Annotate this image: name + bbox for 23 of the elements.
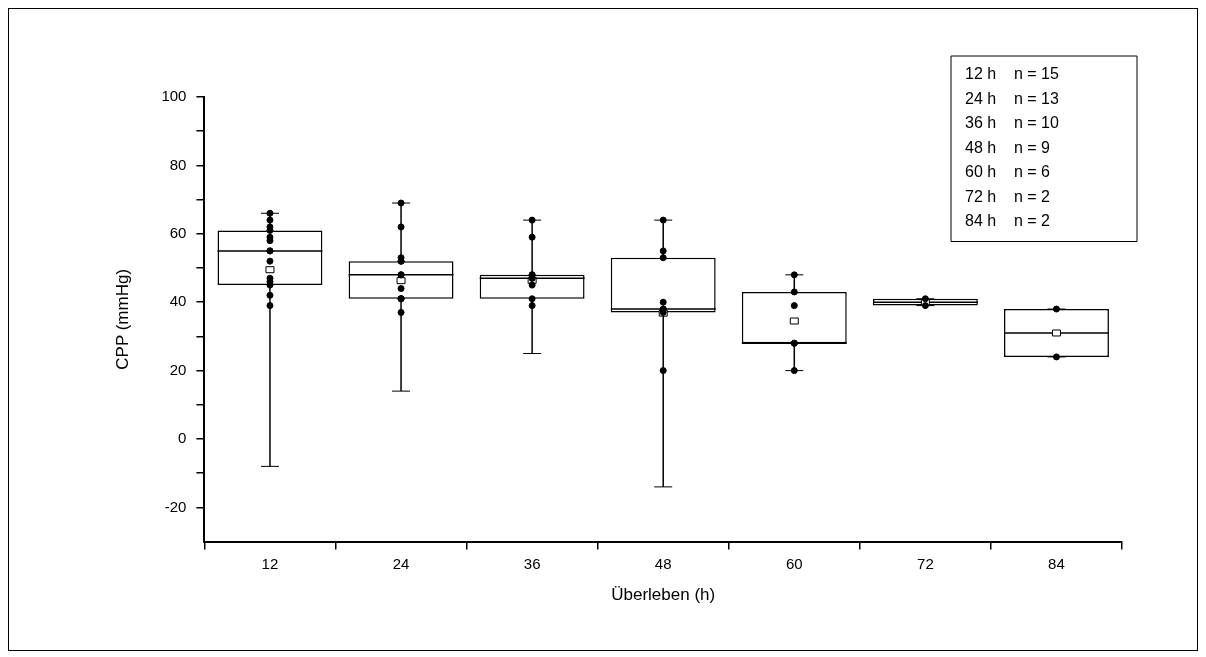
x-tick-label: 84 — [1048, 554, 1065, 572]
x-tick-label: 36 — [523, 554, 541, 572]
y-tick-label: -20 — [164, 497, 187, 515]
annotation: 48 h n = 9 — [965, 138, 1051, 156]
annotation: 24 h n = 13 — [965, 89, 1059, 107]
x-tick-label: 72 — [917, 554, 934, 572]
text: 12 h n = 15 — [965, 65, 1059, 83]
y-tick-label: 80 — [169, 155, 187, 173]
x-tick-label: 48 — [654, 554, 672, 572]
annotation: 60 h n = 6 — [965, 163, 1051, 181]
y-tick-label: 0 — [178, 429, 187, 447]
annotation: 72 h n = 2 — [965, 187, 1051, 205]
y-tick-label: 100 — [161, 87, 187, 105]
x-tick-label: 12 — [261, 554, 279, 572]
y-tick-label: 40 — [169, 292, 187, 310]
x-axis-title: Überleben (h) — [611, 585, 716, 605]
y-tick-label: 20 — [169, 360, 187, 378]
x-tick-label: 60 — [785, 554, 803, 572]
y-tick-label: 60 — [169, 223, 187, 241]
x-tick-label: 24 — [392, 554, 410, 572]
annotation: 84 h n = 2 — [965, 212, 1051, 230]
annotation: 36 h n = 10 — [965, 114, 1059, 132]
y-axis-title: CPP (mmHg) — [112, 268, 132, 370]
